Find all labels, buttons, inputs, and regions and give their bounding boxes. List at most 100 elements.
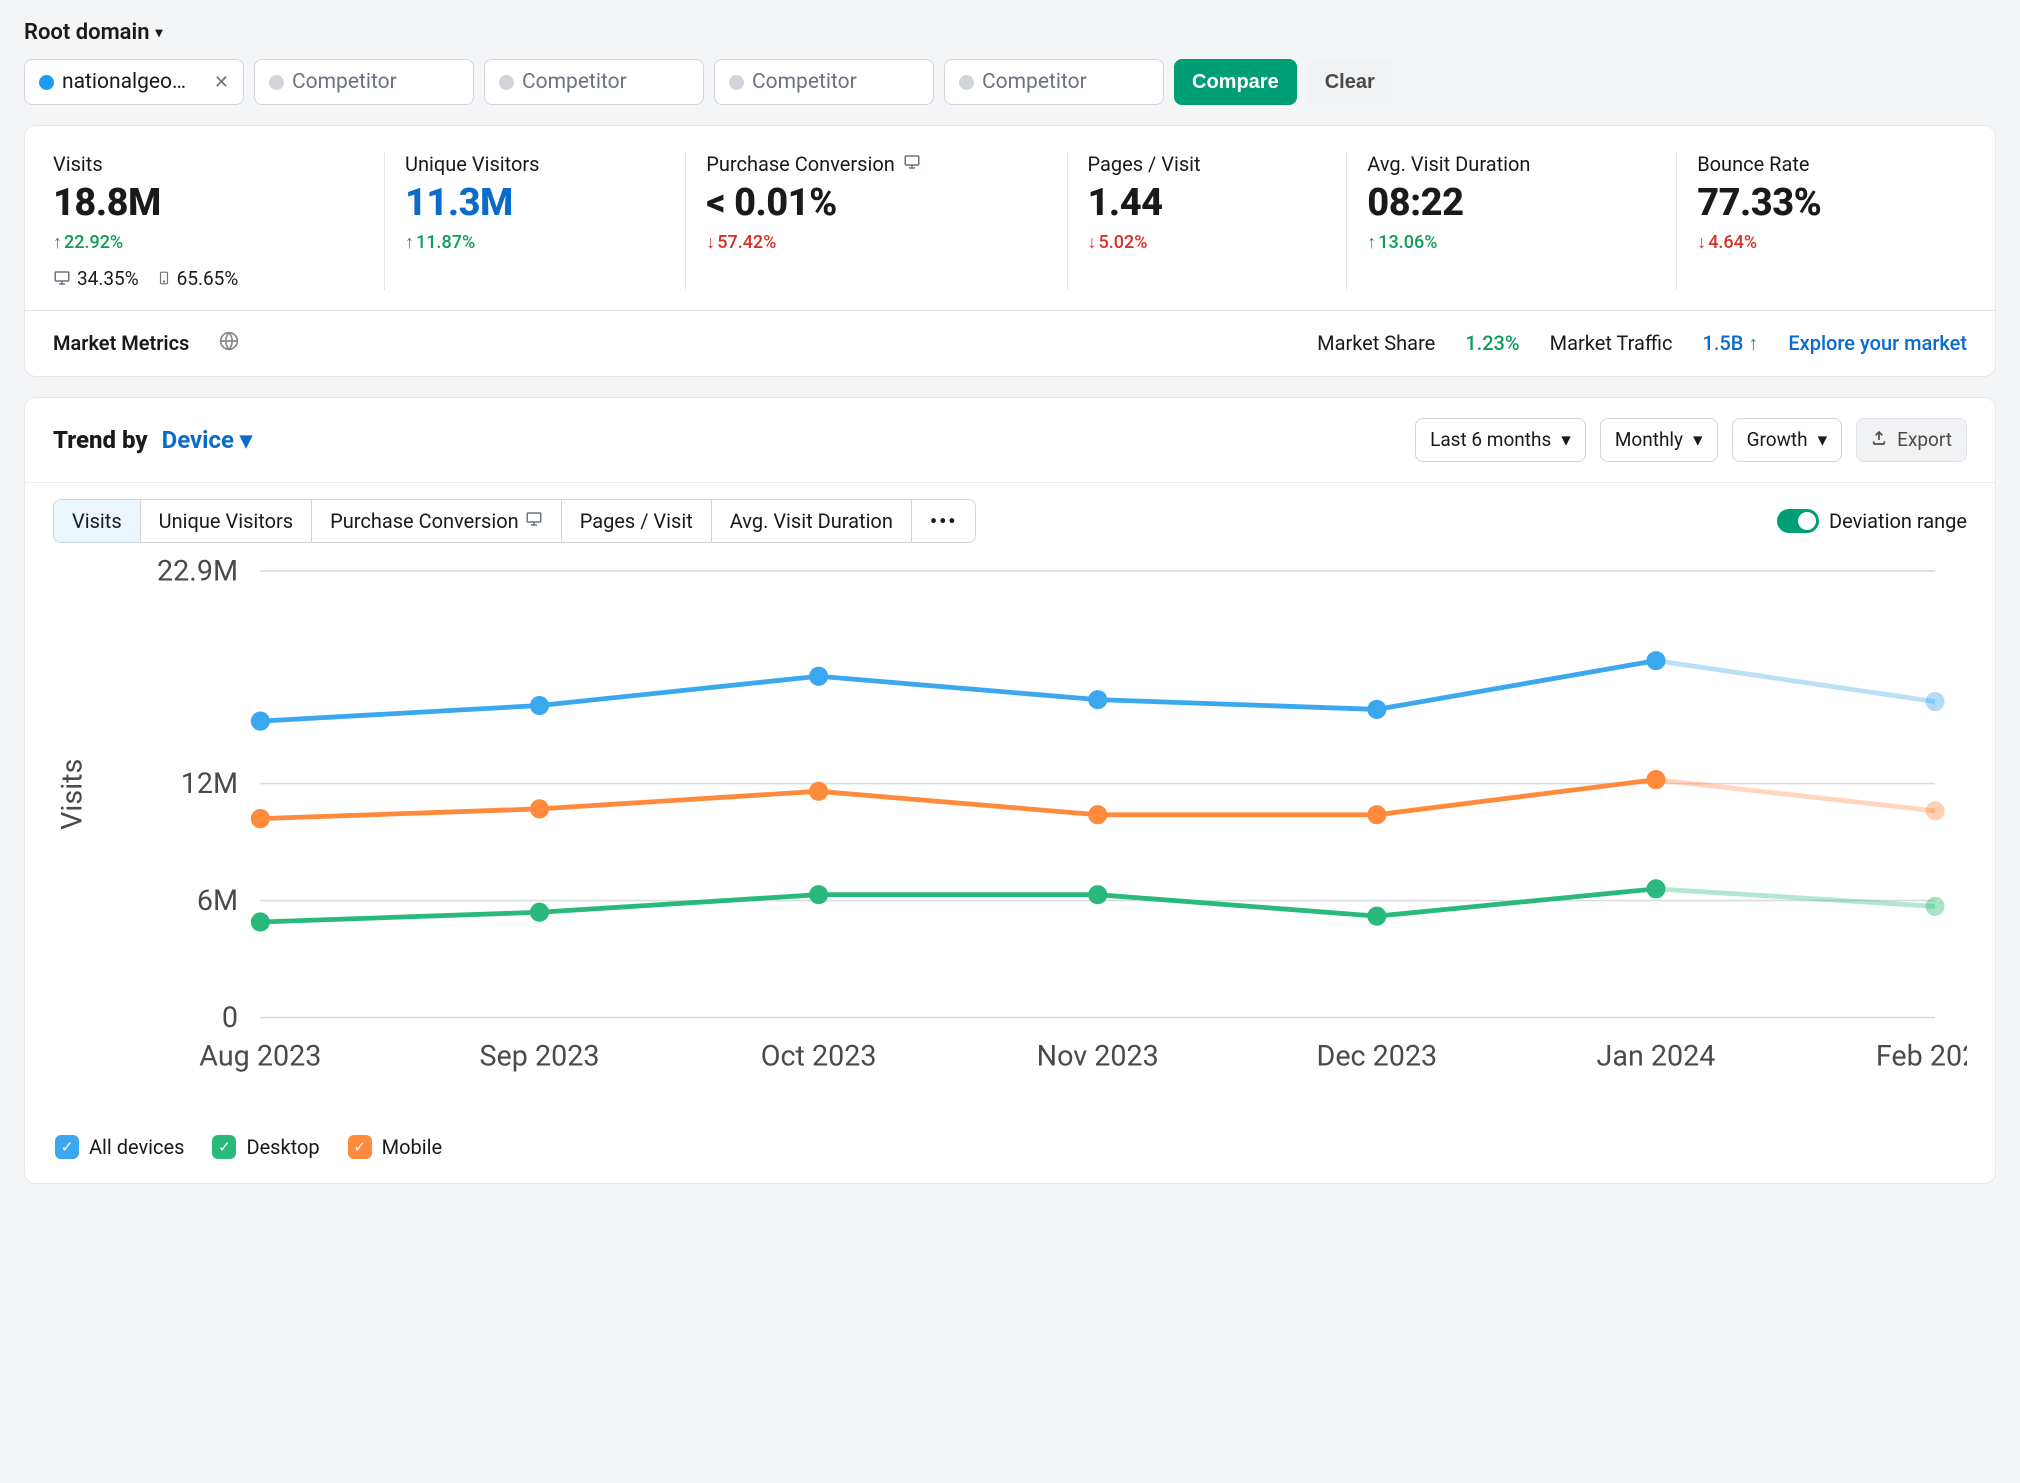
- metric-avg-visit-duration[interactable]: Avg. Visit Duration 08:22 ↑13.06%: [1346, 152, 1676, 290]
- checkbox-icon: ✓: [55, 1135, 79, 1159]
- metric-change: ↑13.06%: [1367, 232, 1656, 253]
- svg-text:22.9M: 22.9M: [157, 555, 238, 589]
- arrow-up-icon: ↑: [405, 232, 414, 253]
- metric-value: 1.44: [1088, 184, 1327, 224]
- legend-item-all-devices[interactable]: ✓All devices: [55, 1135, 184, 1159]
- line-chart: 0 6M 12M 22.9M Visits Aug 2023 Sep 2023 Oct 202…: [53, 555, 1967, 1097]
- dot-icon: [959, 75, 974, 90]
- metric-label: Visits: [53, 152, 364, 176]
- metric-label: Pages / Visit: [1088, 152, 1327, 176]
- chevron-down-icon: ▾: [1818, 428, 1828, 451]
- range-select[interactable]: Last 6 months▾: [1415, 418, 1586, 462]
- chevron-down-icon: ▾: [1693, 428, 1703, 451]
- toggle-icon: [1777, 509, 1819, 533]
- tab-unique-visitors[interactable]: Unique Visitors: [141, 500, 312, 542]
- clear-button[interactable]: Clear: [1307, 59, 1393, 105]
- metric-label: Unique Visitors: [405, 152, 665, 176]
- market-share-label: Market Share: [1317, 331, 1435, 355]
- dot-icon: [499, 75, 514, 90]
- metric-pages-visit[interactable]: Pages / Visit 1.44 ↓5.02%: [1067, 152, 1347, 290]
- competitor-placeholder: Competitor: [292, 70, 397, 94]
- metric-visits[interactable]: Visits 18.8M ↑22.92% 34.35% 65.65%: [53, 152, 384, 290]
- chart-legend: ✓All devices ✓Desktop ✓Mobile: [25, 1121, 1995, 1183]
- metric-change: ↑11.87%: [405, 232, 665, 253]
- tab-more[interactable]: •••: [912, 500, 976, 542]
- competitor-name: nationalgeo…: [62, 70, 186, 94]
- export-button[interactable]: Export: [1856, 418, 1967, 462]
- svg-text:Feb 2024: Feb 2024: [1876, 1039, 1967, 1073]
- svg-text:Oct 2023: Oct 2023: [761, 1039, 877, 1073]
- tab-visits[interactable]: Visits: [54, 500, 141, 542]
- market-share-value: 1.23%: [1465, 331, 1519, 355]
- competitor-row: nationalgeo… ✕ Competitor Competitor Com…: [24, 59, 1996, 105]
- globe-icon: [219, 331, 239, 356]
- root-domain-label: Root domain: [24, 20, 150, 45]
- deviation-toggle[interactable]: Deviation range: [1777, 509, 1967, 533]
- metric-unique-visitors[interactable]: Unique Visitors 11.3M ↑11.87%: [384, 152, 685, 290]
- granularity-select[interactable]: Monthly▾: [1600, 418, 1718, 462]
- arrow-up-icon: ↑: [53, 232, 62, 253]
- metric-purchase-conversion[interactable]: Purchase Conversion < 0.01% ↓57.42%: [685, 152, 1066, 290]
- metric-change: ↓4.64%: [1697, 232, 1947, 253]
- competitor-chip-primary[interactable]: nationalgeo… ✕: [24, 59, 244, 105]
- trend-tabs: VisitsUnique VisitorsPurchase Conversion…: [25, 483, 1995, 543]
- root-domain-selector[interactable]: Root domain ▾: [24, 20, 1996, 45]
- explore-market-link[interactable]: Explore your market: [1788, 331, 1967, 355]
- metric-bounce-rate[interactable]: Bounce Rate 77.33% ↓4.64%: [1676, 152, 1967, 290]
- svg-text:12M: 12M: [181, 767, 238, 801]
- metric-label: Avg. Visit Duration: [1367, 152, 1656, 176]
- svg-text:0: 0: [222, 1001, 238, 1035]
- chart-container: 0 6M 12M 22.9M Visits Aug 2023 Sep 2023 Oct 202…: [25, 543, 1995, 1121]
- metrics-row: Visits 18.8M ↑22.92% 34.35% 65.65% Uniqu…: [25, 126, 1995, 310]
- competitor-placeholder: Competitor: [982, 70, 1087, 94]
- export-icon: [1871, 428, 1887, 451]
- market-traffic-value: 1.5B ↑: [1702, 331, 1758, 356]
- tab-avg-visit-duration[interactable]: Avg. Visit Duration: [712, 500, 912, 542]
- trend-title-prefix: Trend by: [53, 426, 148, 454]
- arrow-down-icon: ↓: [1088, 232, 1097, 253]
- close-icon[interactable]: ✕: [214, 72, 229, 93]
- metric-value: 11.3M: [405, 184, 665, 224]
- competitor-chip-empty[interactable]: Competitor: [944, 59, 1164, 105]
- trend-device-selector[interactable]: Device ▾: [162, 426, 252, 454]
- metric-change: ↓5.02%: [1088, 232, 1327, 253]
- tab-purchase-conversion[interactable]: Purchase Conversion: [312, 500, 562, 542]
- more-icon: •••: [930, 509, 958, 533]
- desktop-icon: [53, 269, 71, 287]
- market-row: Market Metrics Market Share 1.23% Market…: [25, 310, 1995, 376]
- tab-pages-visit[interactable]: Pages / Visit: [562, 500, 712, 542]
- svg-text:Jan 2024: Jan 2024: [1597, 1039, 1716, 1073]
- metric-label: Bounce Rate: [1697, 152, 1947, 176]
- desktop-icon: [525, 509, 543, 533]
- svg-text:Visits: Visits: [56, 759, 90, 830]
- metric-value: 18.8M: [53, 184, 364, 224]
- metric-value: 77.33%: [1697, 184, 1947, 224]
- chevron-down-icon: ▾: [156, 25, 163, 41]
- chevron-down-icon: ▾: [240, 426, 252, 454]
- legend-item-desktop[interactable]: ✓Desktop: [212, 1135, 319, 1159]
- metric-change: ↑22.92%: [53, 232, 364, 253]
- arrow-down-icon: ↓: [706, 232, 715, 253]
- metric-label: Purchase Conversion: [706, 152, 1046, 176]
- arrow-down-icon: ↓: [1697, 232, 1706, 253]
- trend-header: Trend by Device ▾ Last 6 months▾ Monthly…: [25, 398, 1995, 483]
- competitor-chip-empty[interactable]: Competitor: [714, 59, 934, 105]
- legend-item-mobile[interactable]: ✓Mobile: [348, 1135, 442, 1159]
- mode-select[interactable]: Growth▾: [1732, 418, 1843, 462]
- metric-value: 08:22: [1367, 184, 1656, 224]
- svg-text:Aug 2023: Aug 2023: [199, 1039, 321, 1073]
- svg-text:Sep 2023: Sep 2023: [479, 1039, 599, 1073]
- compare-button[interactable]: Compare: [1174, 59, 1297, 105]
- competitor-chip-empty[interactable]: Competitor: [484, 59, 704, 105]
- market-metrics-label: Market Metrics: [53, 331, 189, 355]
- competitor-chip-empty[interactable]: Competitor: [254, 59, 474, 105]
- svg-text:Nov 2023: Nov 2023: [1037, 1039, 1159, 1073]
- checkbox-icon: ✓: [348, 1135, 372, 1159]
- competitor-placeholder: Competitor: [522, 70, 627, 94]
- metric-change: ↓57.42%: [706, 232, 1046, 253]
- svg-text:6M: 6M: [197, 884, 238, 918]
- mobile-icon: [157, 269, 171, 287]
- trend-card: Trend by Device ▾ Last 6 months▾ Monthly…: [24, 397, 1996, 1184]
- metric-value: < 0.01%: [706, 184, 1046, 224]
- dot-icon: [729, 75, 744, 90]
